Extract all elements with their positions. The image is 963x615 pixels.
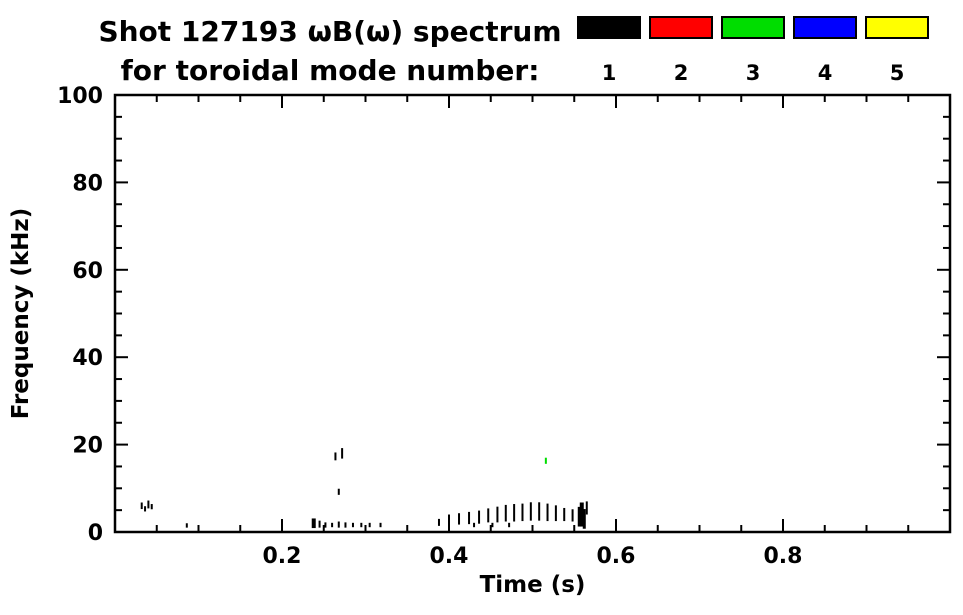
spectrum-point-mode-1 <box>318 520 321 528</box>
spectrum-point-mode-1 <box>521 503 524 522</box>
spectrum-point-mode-1 <box>334 452 337 461</box>
spectrum-point-mode-1 <box>311 518 316 529</box>
spectrum-point-mode-1 <box>185 523 188 528</box>
spectrum-point-mode-1 <box>579 502 584 527</box>
spectrum-point-mode-1 <box>437 518 440 526</box>
spectrum-point-mode-1 <box>538 502 541 521</box>
spectrum-point-mode-1 <box>582 509 586 529</box>
spectrum-point-mode-1 <box>585 501 588 515</box>
y-tick-label: 60 <box>72 259 103 284</box>
spectrum-point-mode-1 <box>508 522 511 528</box>
spectrum-point-mode-1 <box>324 522 327 528</box>
x-tick-label: 0.4 <box>430 544 469 569</box>
legend: 1 2 3 4 5 <box>577 16 929 85</box>
plot-frame <box>113 93 952 534</box>
legend-swatch-mode-2 <box>649 16 713 39</box>
chart-title-line2: for toroidal mode number: <box>121 54 540 87</box>
y-tick-label: 40 <box>72 346 103 371</box>
spectrum-point-mode-1 <box>368 522 371 528</box>
spectrum-point-mode-1 <box>478 510 481 524</box>
data-points <box>140 448 588 529</box>
spectrum-point-mode-1 <box>473 522 476 528</box>
spectrum-point-mode-1 <box>337 521 340 528</box>
spectrum-point-mode-1 <box>563 507 566 522</box>
legend-swatch-mode-4 <box>793 16 857 39</box>
spectrum-point-mode-1 <box>379 522 382 528</box>
y-tick-label: 80 <box>72 171 103 196</box>
spectrum-point-mode-1 <box>546 503 549 522</box>
spectrum-point-mode-1 <box>448 514 450 526</box>
legend-label-mode-1: 1 <box>602 61 617 85</box>
spectrum-point-mode-1 <box>496 506 499 523</box>
y-axis-title: Frequency (kHz) <box>8 208 34 420</box>
spectrum-point-mode-1 <box>468 511 471 525</box>
spectrum-point-mode-1 <box>458 513 461 525</box>
spectrum-point-mode-1 <box>529 502 532 521</box>
legend-swatch-mode-3 <box>721 16 785 39</box>
axis-ticks <box>115 94 950 533</box>
spectrum-point-mode-1 <box>341 448 344 459</box>
legend-label-mode-2: 2 <box>674 61 689 85</box>
spectrum-point-mode-1 <box>577 506 581 527</box>
chart-title-line1: Shot 127193 ωB(ω) spectrum <box>98 15 561 48</box>
legend-swatch-mode-1 <box>577 16 641 39</box>
spectrum-point-mode-1 <box>487 508 490 523</box>
legend-swatch-mode-5 <box>865 16 929 39</box>
spectrum-point-mode-1 <box>147 500 150 509</box>
y-tick-label: 20 <box>72 434 103 459</box>
spectrum-point-mode-1 <box>504 504 507 522</box>
spectrum-point-mode-1 <box>337 488 340 495</box>
spectrum-point-mode-1 <box>571 509 574 522</box>
y-tick-label: 0 <box>88 521 103 546</box>
spectrum-point-mode-1 <box>150 504 153 510</box>
spectrum-point-mode-1 <box>344 522 347 528</box>
spectrum-point-mode-1 <box>351 522 354 528</box>
spectrum-point-mode-3 <box>544 457 547 464</box>
spectrum-point-mode-1 <box>360 522 363 528</box>
spectrum-point-mode-1 <box>491 522 494 528</box>
x-tick-label: 0.6 <box>597 544 636 569</box>
spectrum-point-mode-1 <box>554 505 557 522</box>
x-tick-label: 0.8 <box>764 544 803 569</box>
spectrum-point-mode-1 <box>513 504 516 522</box>
x-axis-title: Time (s) <box>480 572 586 598</box>
legend-label-mode-4: 4 <box>818 61 833 85</box>
spectrum-point-mode-1 <box>144 506 147 512</box>
y-tick-label: 100 <box>57 84 103 109</box>
spectrum-point-mode-1 <box>140 502 143 510</box>
legend-label-mode-3: 3 <box>746 61 761 85</box>
spectrum-point-mode-1 <box>331 522 334 528</box>
x-tick-label: 0.2 <box>263 544 302 569</box>
legend-label-mode-5: 5 <box>890 61 905 85</box>
